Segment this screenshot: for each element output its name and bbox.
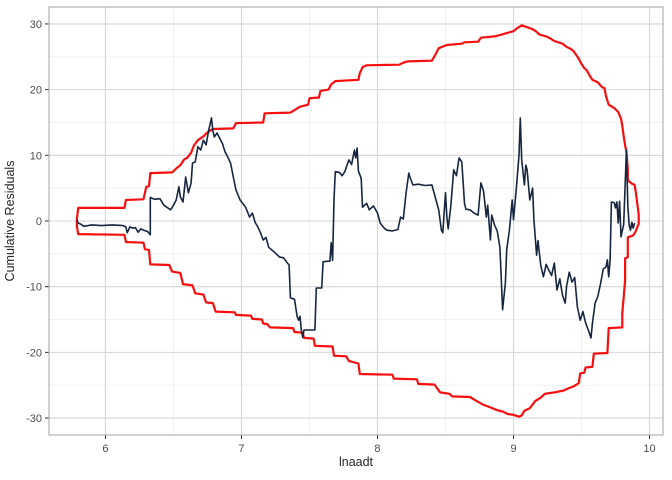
axis-ticks bbox=[45, 23, 651, 439]
y-tick-label: 30 bbox=[30, 19, 42, 31]
minor-gridlines bbox=[49, 7, 663, 435]
y-tick-label: -10 bbox=[26, 282, 42, 294]
y-axis-title: Cumulative Residuals bbox=[3, 161, 17, 282]
series-lines bbox=[75, 24, 640, 418]
axis-tick-labels: 6 7 8 9 10 -30 -20 -10 0 10 20 30 bbox=[26, 19, 656, 455]
x-tick-label: 9 bbox=[510, 443, 516, 455]
x-tick-label: 7 bbox=[238, 443, 244, 455]
x-axis-title: lnaadt bbox=[339, 455, 374, 469]
y-tick-label: 20 bbox=[30, 85, 42, 97]
y-tick-label: -20 bbox=[26, 347, 42, 359]
panel-border bbox=[48, 6, 664, 436]
x-tick-label: 6 bbox=[102, 443, 108, 455]
x-tick-label: 8 bbox=[374, 443, 380, 455]
x-tick-label: 10 bbox=[643, 443, 655, 455]
y-tick-label: -30 bbox=[26, 413, 42, 425]
major-gridlines bbox=[49, 7, 663, 435]
y-tick-label: 0 bbox=[36, 216, 42, 228]
cumulative-residuals-line bbox=[76, 117, 636, 339]
y-tick-label: 10 bbox=[30, 150, 42, 162]
